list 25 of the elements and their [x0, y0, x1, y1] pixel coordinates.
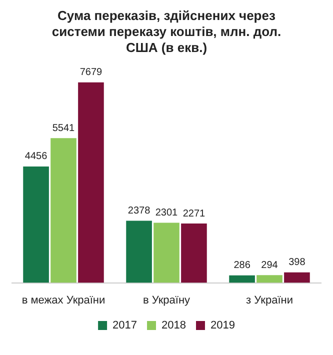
- data-label: 294: [261, 260, 278, 271]
- data-label: 7679: [80, 67, 103, 78]
- legend-label: 2018: [162, 320, 186, 332]
- data-label: 286: [234, 260, 251, 272]
- bar: [181, 224, 207, 283]
- bar: [256, 275, 282, 283]
- bar: [78, 82, 104, 283]
- bar: [284, 272, 310, 283]
- legend-label: 2017: [112, 320, 138, 332]
- data-label: 2378: [128, 205, 151, 216]
- bar: [229, 275, 255, 283]
- data-label: 5541: [52, 122, 76, 134]
- data-label: 4456: [24, 151, 48, 162]
- chart-title: Сума переказів, здійснених через системи переказу коштів, млн. дол. США (в екв.): [50, 8, 282, 56]
- x-tick-label: в межах України: [22, 294, 106, 306]
- x-tick-label: в Україну: [142, 294, 191, 306]
- data-label: 398: [288, 257, 306, 268]
- data-label: 2271: [182, 208, 206, 220]
- bar: [126, 220, 152, 283]
- bar: [23, 166, 49, 283]
- data-label: 2301: [155, 207, 178, 218]
- x-tick-label: з України: [246, 294, 293, 306]
- legend-label: 2019: [210, 320, 235, 332]
- bar: [50, 138, 76, 283]
- bar: [154, 222, 180, 283]
